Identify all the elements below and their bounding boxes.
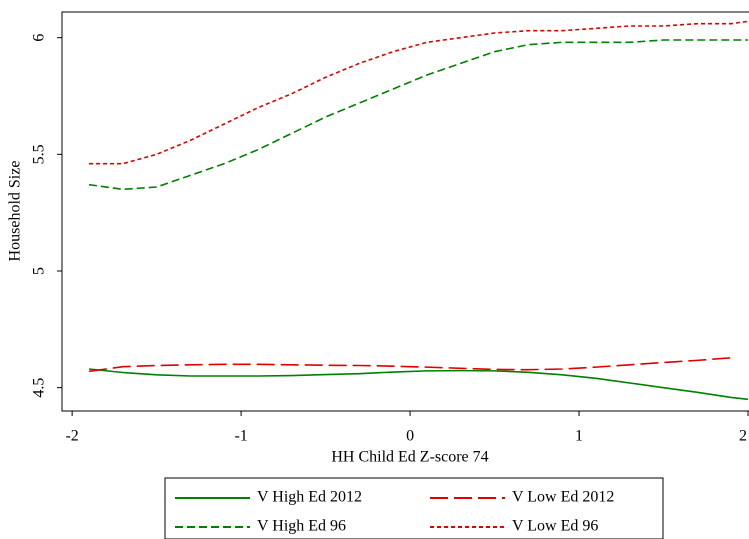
series-line	[88, 368, 749, 401]
y-tick-label: 5	[31, 267, 48, 275]
plot-frame	[61, 11, 749, 412]
legend-label: V High Ed 2012	[257, 489, 362, 506]
series-line	[88, 357, 732, 373]
legend-box	[164, 477, 664, 539]
x-tick-label: 0	[406, 428, 414, 445]
series-line	[89, 20, 749, 165]
x-tick-label: 1	[575, 428, 583, 445]
series-line	[88, 39, 748, 191]
x-tick-label: 2	[739, 428, 747, 445]
x-axis-title: HH Child Ed Z-score 74	[331, 449, 488, 466]
legend-label: V Low Ed 96	[512, 518, 598, 535]
y-tick-label: 4.5	[31, 378, 48, 398]
y-axis-title: Household Size	[7, 161, 24, 262]
y-tick-label: 6	[31, 34, 48, 42]
x-tick-label: -2	[65, 428, 78, 445]
x-tick-label: -1	[234, 428, 247, 445]
legend-label: V Low Ed 2012	[512, 489, 614, 506]
y-tick-label: 5.5	[31, 144, 48, 164]
legend-label: V High Ed 96	[257, 518, 346, 535]
